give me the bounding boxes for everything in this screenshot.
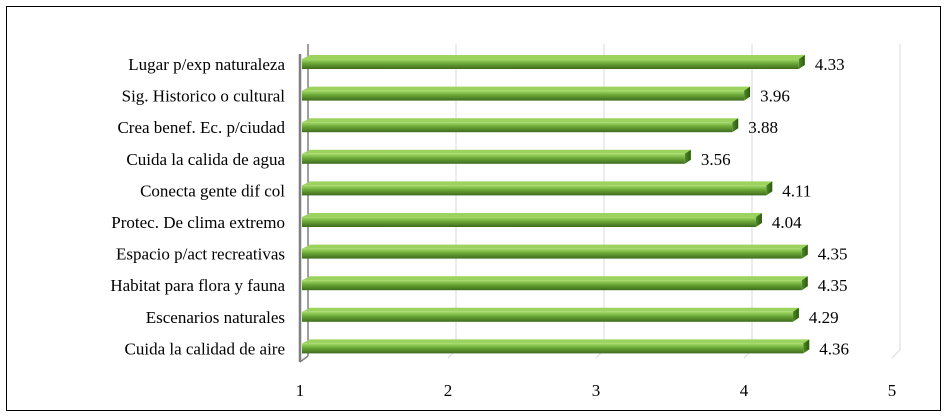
data-label: 3.56 xyxy=(701,150,731,169)
bar xyxy=(302,339,810,354)
bar xyxy=(302,55,805,69)
data-label: 4.11 xyxy=(782,181,811,200)
x-tick-label: 4 xyxy=(740,381,749,400)
data-label: 4.33 xyxy=(815,55,845,74)
data-label: 4.29 xyxy=(809,308,839,327)
data-label: 3.96 xyxy=(760,87,790,106)
bar xyxy=(302,118,739,133)
bar xyxy=(302,181,773,196)
axis-corner xyxy=(299,355,309,363)
bars xyxy=(302,55,810,354)
category-label: Crea benef. Ec. p/ciudad xyxy=(117,118,285,137)
bar xyxy=(302,307,799,322)
category-label: Conecta gente dif col xyxy=(140,181,285,200)
bar xyxy=(302,244,808,259)
category-label: Protec. De clima extremo xyxy=(111,213,285,232)
category-label: Cuida la calida de agua xyxy=(126,150,285,169)
category-label: Lugar p/exp naturaleza xyxy=(128,55,285,74)
gridline-floor xyxy=(891,349,901,359)
data-label: 4.36 xyxy=(819,339,849,358)
x-tick-label: 3 xyxy=(592,381,601,400)
category-label: Escenarios naturales xyxy=(146,308,285,327)
data-label: 4.35 xyxy=(818,245,848,264)
bar xyxy=(302,149,691,164)
data-label: 4.04 xyxy=(772,213,802,232)
bar xyxy=(302,213,762,227)
category-label: Habitat para flora y fauna xyxy=(110,276,285,295)
bar xyxy=(302,276,808,291)
labels: 1 2 3 4 5 Lugar p/exp naturaleza 4.33 Sig. Hist… xyxy=(110,55,896,400)
category-label: Sig. Historico o cultural xyxy=(122,87,286,106)
x-tick-label: 5 xyxy=(888,381,897,400)
bar xyxy=(302,86,751,101)
x-tick-label: 2 xyxy=(444,381,453,400)
category-label: Espacio p/act recreativas xyxy=(116,245,285,264)
data-label: 4.35 xyxy=(818,276,848,295)
x-tick-label: 1 xyxy=(296,381,305,400)
data-label: 3.88 xyxy=(748,118,778,137)
category-label: Cuida la calidad de aire xyxy=(125,339,285,358)
